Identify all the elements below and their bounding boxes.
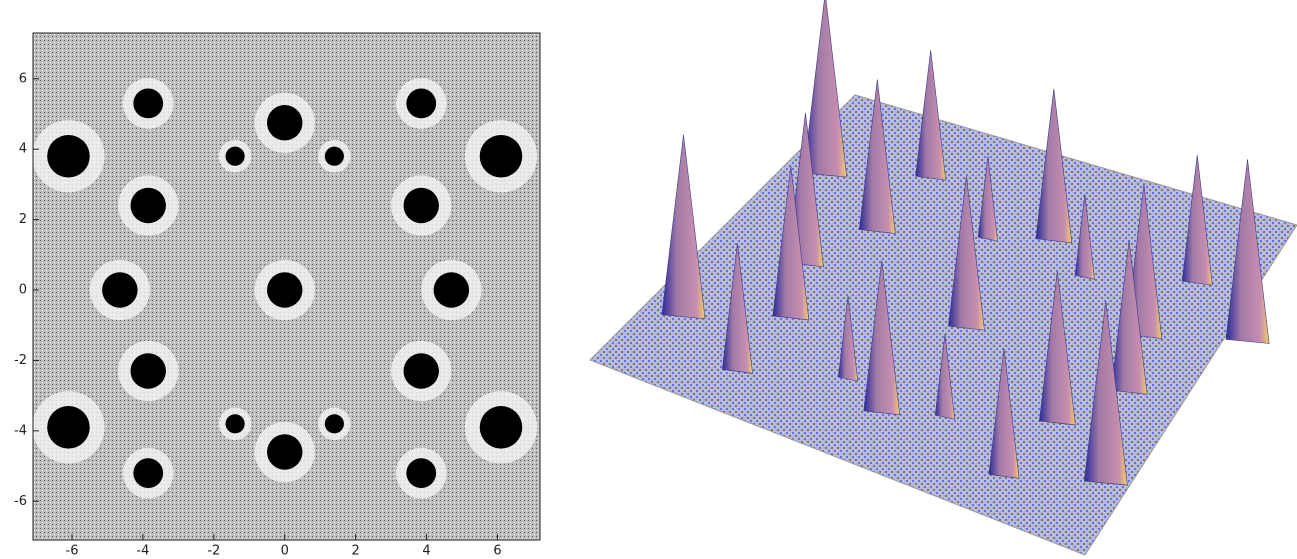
spike <box>1039 270 1076 426</box>
spike <box>1035 88 1073 244</box>
spike <box>1225 159 1270 344</box>
spike <box>1083 301 1128 486</box>
peak <box>133 458 164 488</box>
peak <box>47 134 90 178</box>
spike <box>1110 240 1148 395</box>
spike <box>948 176 985 331</box>
y-tick-label: 2 <box>19 212 27 227</box>
y-tick-label: 6 <box>19 71 27 86</box>
spike <box>858 79 896 234</box>
peak <box>433 272 470 308</box>
peak <box>130 187 166 224</box>
x-tick-label: 4 <box>422 544 430 559</box>
y-tick-label: -2 <box>14 353 27 368</box>
x-tick-label: 2 <box>351 544 359 559</box>
x-tick-label: -6 <box>66 544 79 559</box>
x-tick-label: -4 <box>136 544 149 559</box>
spike <box>1074 194 1095 280</box>
x-tick-label: -2 <box>207 544 220 559</box>
peak <box>225 146 245 166</box>
peak <box>406 458 437 488</box>
frame <box>32 32 541 541</box>
peak <box>324 146 344 166</box>
spike <box>803 0 848 178</box>
spike <box>988 348 1020 479</box>
peak <box>267 105 303 141</box>
spike <box>772 165 810 321</box>
spike <box>722 243 753 374</box>
x-tick-label: 0 <box>281 544 289 559</box>
y-tick-label: 0 <box>19 283 27 298</box>
spike <box>915 50 947 181</box>
peak <box>479 134 523 178</box>
peak <box>403 353 439 389</box>
contour-panel: -6 -4 -2 0 2 4 6 -6 -4 -2 0 2 4 6 <box>14 32 541 559</box>
peak <box>406 88 437 119</box>
peak <box>130 353 166 389</box>
spike <box>661 134 706 320</box>
surface-panel <box>589 0 1297 556</box>
peak <box>225 414 245 434</box>
peak <box>324 414 344 434</box>
peak <box>479 406 523 449</box>
peak <box>267 272 303 308</box>
y-tick-label: -4 <box>14 423 27 438</box>
peak <box>133 88 164 119</box>
spike <box>1181 155 1213 286</box>
x-tick-label: 6 <box>493 544 501 559</box>
spike <box>934 334 956 420</box>
peak <box>267 434 303 470</box>
peak <box>102 272 138 308</box>
spike <box>837 295 859 382</box>
peak <box>403 187 439 224</box>
y-tick-label: -6 <box>14 494 27 509</box>
spike <box>977 156 998 242</box>
peak <box>47 406 90 449</box>
spike <box>863 260 901 416</box>
y-tick-label: 4 <box>19 142 27 157</box>
